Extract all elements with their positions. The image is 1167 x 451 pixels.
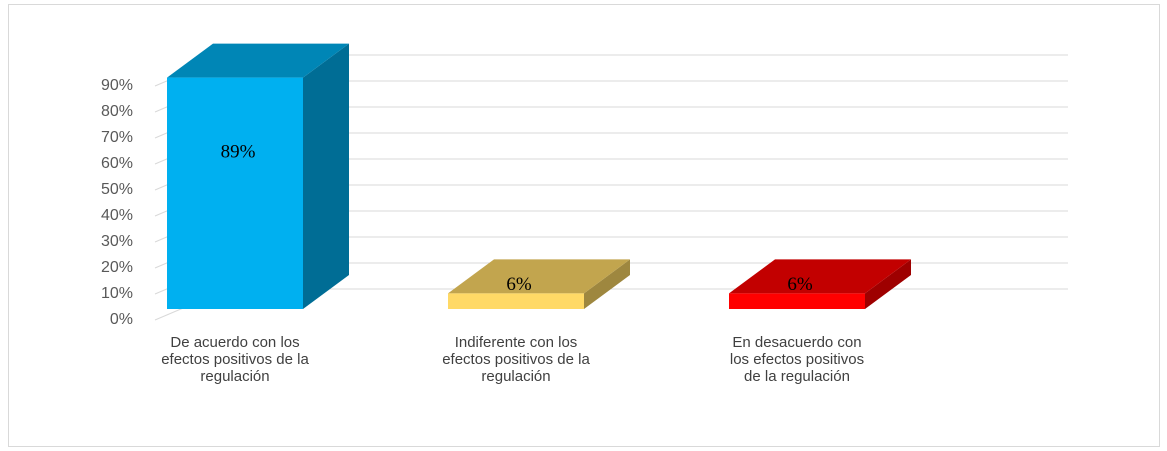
bar xyxy=(448,293,584,309)
y-tick-label: 60% xyxy=(101,155,133,172)
y-tick-label: 30% xyxy=(101,233,133,250)
bar-top xyxy=(729,259,911,294)
y-tick-label: 10% xyxy=(101,285,133,302)
bar xyxy=(729,293,865,309)
y-tick-label: 70% xyxy=(101,129,133,146)
bar-top xyxy=(167,43,349,78)
y-tick-label: 50% xyxy=(101,181,133,198)
x-tick-label: De acuerdo con los efectos positivos de … xyxy=(161,334,309,385)
data-label: 89% xyxy=(221,142,256,163)
data-label: 6% xyxy=(787,274,813,295)
bar-side xyxy=(303,43,349,309)
y-tick-label: 20% xyxy=(101,259,133,276)
y-tick-label: 40% xyxy=(101,207,133,224)
y-tick-label: 80% xyxy=(101,103,133,120)
data-label: 6% xyxy=(506,274,532,295)
bar-top xyxy=(448,259,630,294)
y-tick-label: 0% xyxy=(110,311,133,328)
chart-border xyxy=(8,4,1160,447)
bar xyxy=(167,77,303,309)
bar-side xyxy=(584,259,630,309)
y-tick-label: 90% xyxy=(101,77,133,94)
x-tick-label: Indiferente con los efectos positivos de… xyxy=(442,334,590,385)
x-tick-label: En desacuerdo con los efectos positivos … xyxy=(729,334,865,385)
bar-side xyxy=(865,259,911,309)
